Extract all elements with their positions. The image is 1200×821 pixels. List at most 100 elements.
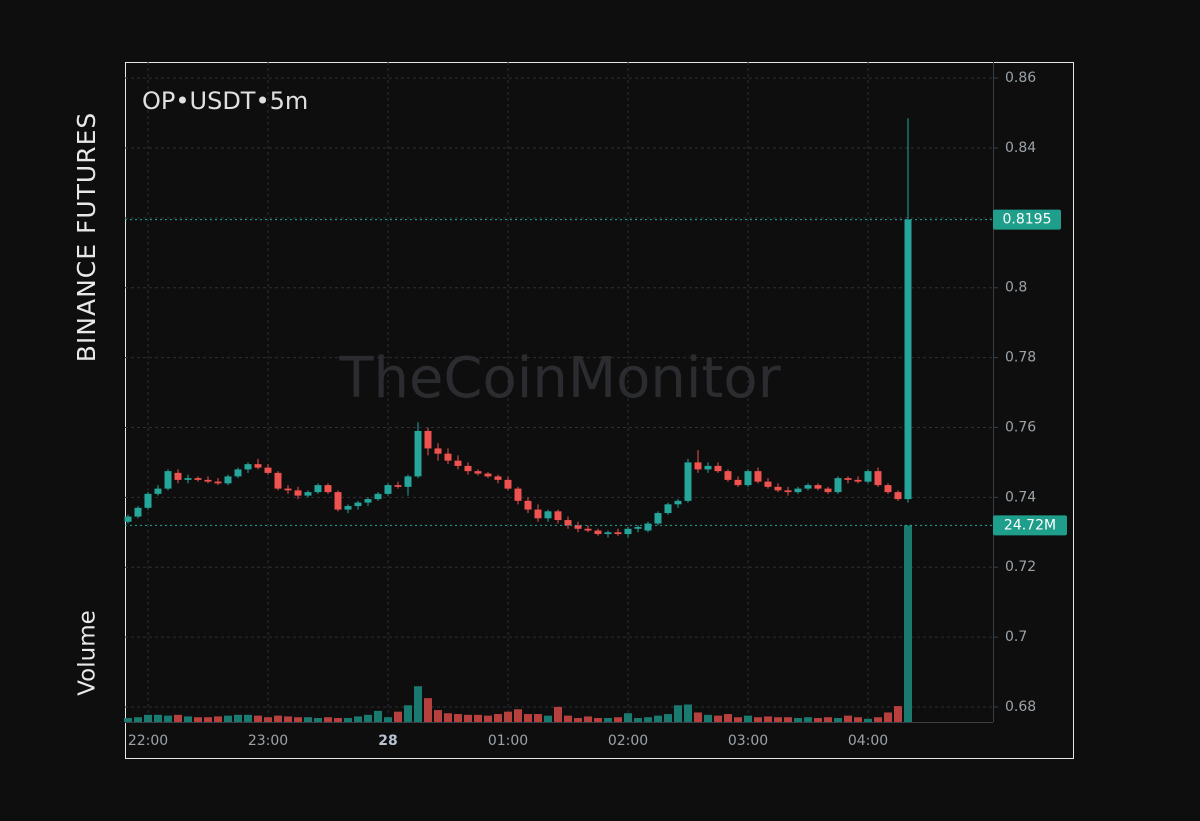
candle-body	[894, 492, 902, 500]
volume-bar	[524, 714, 532, 722]
candle-body	[524, 500, 532, 510]
volume-bar	[504, 711, 512, 722]
candle-body	[774, 486, 782, 491]
candle-body	[714, 465, 722, 472]
volume-bar	[404, 705, 412, 722]
volume-bar	[674, 705, 682, 722]
volume-bar	[414, 686, 422, 722]
candle-body	[434, 448, 442, 454]
candle-body	[394, 485, 402, 487]
candle-body	[824, 488, 832, 493]
volume-bar	[734, 717, 742, 722]
y-tick-label: 0.7	[1005, 629, 1027, 645]
candle-body	[734, 479, 742, 486]
volume-bar	[324, 717, 332, 722]
volume-bar	[834, 718, 842, 722]
volume-bar	[654, 715, 662, 722]
volume-bar	[314, 718, 322, 722]
y-tick-label: 0.8	[1005, 280, 1027, 296]
candle-body	[354, 502, 362, 507]
last-volume-box	[993, 515, 1067, 536]
candle-body	[234, 469, 242, 477]
volume-bar	[234, 714, 242, 722]
volume-bar	[354, 716, 362, 722]
candle-body	[804, 485, 812, 489]
volume-bar	[464, 714, 472, 722]
volume-bar	[484, 715, 492, 722]
candle-body	[764, 481, 772, 487]
candle-body	[754, 471, 762, 482]
candle-body	[504, 479, 512, 489]
y-tick-label: 0.68	[1005, 699, 1036, 715]
x-tick-label: 01:00	[488, 733, 528, 749]
candle-body	[674, 500, 682, 505]
volume-bar	[784, 717, 792, 722]
candle-body	[364, 499, 372, 503]
frame	[125, 62, 1074, 759]
candle-body	[554, 511, 562, 521]
volume-bar	[544, 715, 552, 722]
candle-body	[204, 479, 212, 482]
volume-bar	[714, 715, 722, 722]
volume-bar	[164, 715, 172, 722]
volume-bar	[854, 717, 862, 722]
volume-bar	[244, 714, 252, 722]
candle-body	[464, 465, 472, 472]
volume-bar	[444, 713, 452, 722]
candle-body	[564, 520, 572, 526]
volume-bar	[394, 711, 402, 722]
candle-body	[254, 464, 262, 468]
candle-body	[784, 490, 792, 493]
candle-body	[484, 473, 492, 477]
volume-bar	[254, 715, 262, 722]
candle-body	[454, 460, 462, 466]
x-tick-label: 28	[378, 733, 397, 749]
x-tick-label: 02:00	[608, 733, 648, 749]
volume-bar	[664, 714, 672, 722]
candle-body	[294, 490, 302, 496]
volume-bar	[534, 714, 542, 722]
candle-body	[474, 471, 482, 474]
candle-body	[194, 478, 202, 480]
volume-bar	[704, 714, 712, 722]
candle-body	[134, 507, 142, 517]
volume-bar	[904, 525, 912, 722]
volume-bar	[814, 718, 822, 722]
candle-body	[314, 485, 322, 493]
x-tick-label: 03:00	[728, 733, 768, 749]
volume-bar	[144, 714, 152, 722]
y-tick-label: 0.74	[1005, 489, 1036, 505]
volume-bar	[894, 706, 902, 722]
volume-bar	[684, 704, 692, 722]
candle-body	[604, 532, 612, 535]
volume-bar	[564, 715, 572, 722]
volume-bar	[864, 718, 872, 722]
volume-bar	[494, 714, 502, 722]
x-tick-label: 23:00	[248, 733, 288, 749]
candle-body	[704, 465, 712, 470]
volume-bar	[594, 718, 602, 722]
candle-body	[264, 467, 272, 473]
candle-body	[274, 472, 282, 489]
volume-bar	[604, 718, 612, 722]
volume-bar	[514, 709, 522, 722]
volume-bar	[474, 714, 482, 722]
candle-body	[614, 532, 622, 535]
last-volume-label: 24.72M	[1004, 517, 1056, 533]
candle-body	[684, 462, 692, 501]
volume-bar	[844, 715, 852, 722]
volume-bar	[694, 712, 702, 722]
volume-bar	[744, 715, 752, 722]
candle-body	[594, 530, 602, 535]
volume-bar	[774, 717, 782, 722]
candle-body	[374, 493, 382, 500]
volume-bar	[224, 715, 232, 722]
y-tick-label: 0.76	[1005, 419, 1036, 435]
volume-bar	[624, 713, 632, 722]
volume-bar	[334, 718, 342, 722]
y-tick-label: 0.78	[1005, 350, 1036, 366]
candle-body	[874, 471, 882, 486]
volume-bar	[764, 716, 772, 722]
